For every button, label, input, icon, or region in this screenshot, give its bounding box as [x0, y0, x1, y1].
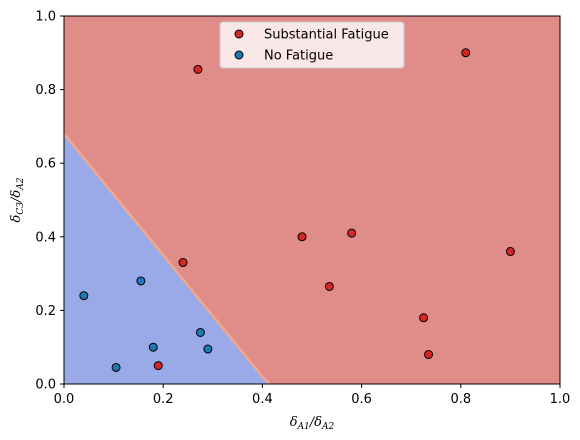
- data-points: [79, 48, 515, 372]
- point-substantial-fatigue-6: [324, 281, 334, 291]
- y-tick-label-0: 0.0: [35, 378, 56, 393]
- point-substantial-fatigue-0: [193, 64, 203, 74]
- decision-boundary-line: [64, 132, 271, 384]
- point-no-fatigue-3: [148, 342, 158, 352]
- y-axis-label: δC3/δA2: [9, 177, 26, 222]
- y-axis-ticks: 0.0 0.2 0.4 0.6 0.8 1.0: [35, 10, 64, 393]
- y-tick-label-2: 0.4: [35, 230, 56, 245]
- point-no-fatigue-0: [79, 291, 89, 301]
- x-tick-label-2: 0.4: [252, 392, 273, 407]
- point-substantial-fatigue-8: [424, 350, 434, 360]
- x-label-sep: /δ: [308, 415, 322, 430]
- legend: Substantial Fatigue No Fatigue: [219, 21, 405, 69]
- y-tick-label-1: 0.2: [35, 304, 56, 319]
- x-tick-label-0: 0.0: [54, 392, 75, 407]
- x-tick-label-5: 1.0: [550, 392, 571, 407]
- x-label-sub2: A2: [321, 422, 334, 432]
- legend-marker-no-fatigue: [234, 50, 244, 60]
- plot-frame: [63, 15, 561, 385]
- x-label-main: δ: [290, 415, 298, 430]
- x-tick-label-1: 0.2: [153, 392, 174, 407]
- y-tick-label-4: 0.8: [35, 83, 56, 98]
- point-substantial-fatigue-2: [297, 232, 307, 242]
- legend-label-substantial-fatigue: Substantial Fatigue: [264, 28, 389, 43]
- x-label-sub1: A1: [297, 422, 310, 432]
- point-no-fatigue-4: [203, 344, 213, 354]
- x-tick-label-4: 0.8: [450, 392, 471, 407]
- point-no-fatigue-2: [195, 327, 205, 337]
- point-substantial-fatigue-7: [419, 313, 429, 323]
- legend-box: [219, 21, 405, 69]
- x-axis-ticks: 0.0 0.2 0.4 0.6 0.8 1.0: [54, 384, 571, 407]
- x-axis-label: δA1/δA2: [290, 415, 335, 432]
- point-no-fatigue-5: [111, 362, 121, 372]
- point-substantial-fatigue-3: [347, 228, 357, 238]
- point-substantial-fatigue-9: [153, 361, 163, 371]
- point-no-fatigue-1: [136, 276, 146, 286]
- y-label-sep: /δ: [9, 190, 24, 204]
- y-tick-label-3: 0.6: [35, 157, 56, 172]
- plot-area: [64, 16, 560, 384]
- region-no-fatigue: [64, 133, 270, 384]
- y-tick-label-5: 1.0: [35, 10, 56, 25]
- y-label-sub1: C3: [16, 202, 26, 215]
- legend-marker-substantial-fatigue: [234, 29, 244, 39]
- legend-label-no-fatigue: No Fatigue: [264, 49, 333, 64]
- y-label-sub2: A2: [16, 177, 26, 190]
- point-substantial-fatigue-1: [461, 48, 471, 58]
- y-label-main: δ: [9, 214, 24, 222]
- point-substantial-fatigue-4: [178, 258, 188, 268]
- x-tick-label-3: 0.6: [351, 392, 372, 407]
- point-substantial-fatigue-5: [505, 247, 515, 257]
